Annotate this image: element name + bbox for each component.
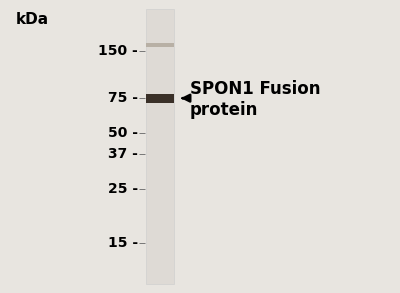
Text: SPON1 Fusion: SPON1 Fusion (190, 80, 320, 98)
Bar (146, 94, 174, 103)
Text: 50 -: 50 - (108, 126, 138, 140)
Bar (146, 43, 174, 47)
Text: 15 -: 15 - (108, 236, 138, 250)
Text: 25 -: 25 - (108, 182, 138, 196)
Bar (146, 9, 174, 284)
Text: 37 -: 37 - (108, 147, 138, 161)
Text: protein: protein (190, 101, 258, 119)
Text: 150 -: 150 - (98, 44, 138, 58)
Text: kDa: kDa (16, 12, 49, 27)
Text: 75 -: 75 - (108, 91, 138, 105)
